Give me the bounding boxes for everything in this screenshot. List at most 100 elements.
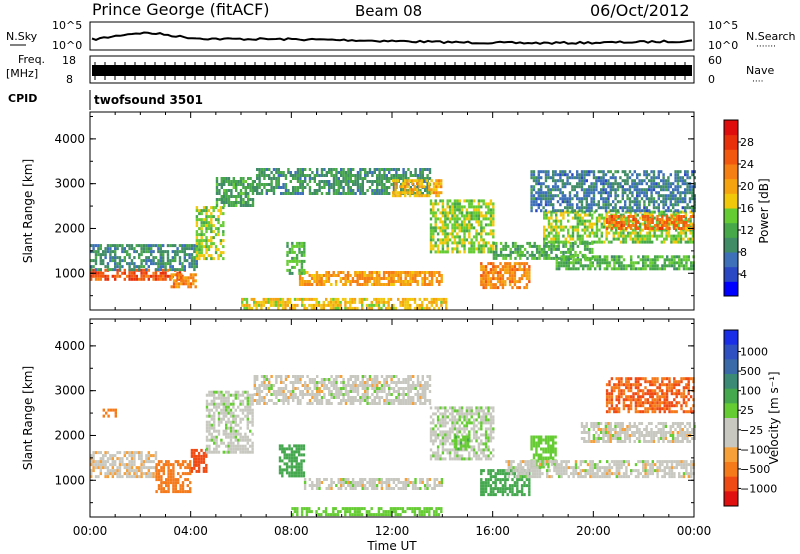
heatmap-cell [523,253,527,257]
heatmap-cell [202,245,206,249]
heatmap-cell [229,432,233,436]
heatmap-cell [552,176,555,180]
heatmap-cell [547,173,550,177]
heatmap-cell [605,213,608,217]
heatmap-cell [451,229,454,233]
heatmap-cell [280,399,283,402]
heatmap-cell [592,173,596,177]
heatmap-cell [460,226,464,230]
heatmap-cell [147,469,150,473]
heatmap-cell [320,174,324,177]
heatmap-cell [272,390,276,393]
heatmap-cell [501,265,505,269]
heatmap-cell [441,244,445,248]
heatmap-cell [175,279,178,283]
heatmap-cell [390,402,393,405]
heatmap-cell [251,393,254,397]
heatmap-cell [586,244,589,248]
heatmap-cell [568,170,572,174]
heatmap-cell [308,177,312,180]
heatmap-cell [213,429,216,433]
heatmap-cell [383,378,386,381]
velocity-heatmap [90,375,696,517]
heatmap-cell [223,180,226,183]
heatmap-cell [667,188,670,192]
heatmap-cell [580,176,584,180]
heatmap-cell [550,231,553,235]
heatmap-cell [356,174,360,177]
heatmap-cell [301,183,304,186]
heatmap-cell [642,255,645,259]
heatmap-cell [260,189,264,192]
heatmap-cell [102,457,105,461]
heatmap-cell [436,247,440,251]
heatmap-cell [335,378,338,381]
heatmap-cell [284,387,288,390]
heatmap-cell [519,247,522,251]
heatmap-cell [280,390,283,393]
heatmap-cell [656,224,659,227]
heatmap-cell [423,274,427,277]
heatmap-cell [364,381,367,384]
heatmap-cell [104,472,107,476]
heatmap-cell [603,225,606,229]
heatmap-cell [109,463,112,467]
heatmap-cell [195,254,199,258]
heatmap-cell [644,227,647,230]
colorbar-swatch [724,193,738,209]
heatmap-cell [246,438,249,442]
heatmap-cell [523,271,526,275]
heatmap-cell [373,297,376,301]
heatmap-cell [225,423,228,427]
heatmap-cell [530,206,533,210]
heatmap-cell [313,180,316,183]
heatmap-cell [352,402,355,405]
heatmap-cell [272,297,275,301]
heatmap-cell [555,258,558,262]
heatmap-cell [237,192,240,195]
heatmap-cell [533,253,536,257]
heatmap-cell [239,201,243,204]
heatmap-cell [562,228,565,232]
heatmap-cell [310,303,313,307]
heatmap-cell [482,277,485,281]
heatmap-cell [195,206,199,210]
heatmap-cell [616,188,620,192]
heatmap-cell [330,168,333,171]
heatmap-cell [237,393,240,397]
heatmap-cell [251,408,254,412]
heatmap-cell [590,209,593,213]
heatmap-cell [440,303,443,307]
heatmap-cell [354,174,357,177]
heatmap-cell [578,209,581,213]
heatmap-cell [435,179,438,183]
heatmap-cell [631,228,635,232]
heatmap-cell [353,300,357,304]
heatmap-cell [354,396,357,399]
heatmap-cell [642,258,645,262]
heatmap-cell [250,306,253,310]
heatmap-cell [604,188,608,192]
heatmap-cell [550,213,553,217]
heatmap-cell [564,182,567,186]
heatmap-cell [390,378,393,381]
heatmap-cell [588,222,591,226]
heatmap-cell [547,253,551,257]
heatmap-cell [402,177,405,180]
heatmap-cell [97,463,100,467]
heatmap-cell [277,375,280,378]
heatmap-cell [177,478,180,482]
heatmap-cell [175,282,178,286]
heatmap-cell [306,393,309,396]
heatmap-cell [126,457,129,461]
heatmap-cell [650,200,653,204]
heatmap-cell [366,384,369,387]
heatmap-cell [130,454,134,458]
heatmap-cell [614,188,617,192]
heatmap-cell [92,457,95,461]
heatmap-cell [444,220,447,224]
heatmap-cell [174,253,177,257]
heatmap-cell [311,402,314,405]
heatmap-cell [552,179,555,183]
heatmap-cell [567,267,570,271]
